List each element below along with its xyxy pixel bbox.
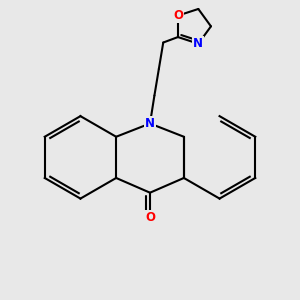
Text: O: O	[173, 9, 183, 22]
Text: N: N	[193, 37, 203, 50]
Text: O: O	[145, 211, 155, 224]
Text: N: N	[145, 117, 155, 130]
